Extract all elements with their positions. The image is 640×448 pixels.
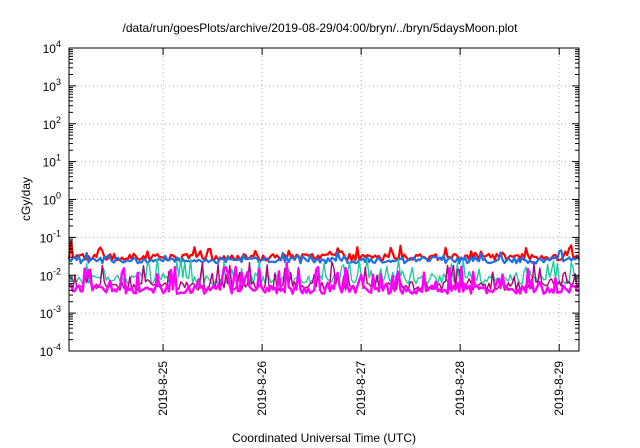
chart-title: /data/run/goesPlots/archive/2019-08-29/0… bbox=[123, 21, 519, 35]
series-line-5 bbox=[68, 261, 580, 295]
y-tick-label: 10-1 bbox=[40, 228, 61, 245]
y-tick-label: 100 bbox=[43, 191, 61, 208]
x-tick-label: 2019-8-28 bbox=[453, 361, 467, 416]
series-line-4 bbox=[68, 261, 580, 291]
y-tick-label: 103 bbox=[43, 77, 61, 94]
y-tick-label: 102 bbox=[43, 115, 61, 132]
y-tick-label: 10-2 bbox=[40, 266, 61, 283]
y-tick-label: 104 bbox=[43, 39, 61, 56]
y-tick-label: 10-3 bbox=[40, 304, 61, 321]
x-tick-label: 2019-8-26 bbox=[255, 361, 269, 416]
x-axis-label: Coordinated Universal Time (UTC) bbox=[232, 431, 416, 445]
x-tick-label: 2019-8-29 bbox=[552, 361, 566, 416]
series-group bbox=[67, 240, 580, 295]
x-axis: 2019-8-25 2019-8-26 2019-8-27 2019-8-28 2019… bbox=[156, 48, 566, 416]
series-line-2 bbox=[68, 249, 580, 265]
x-tick-label: 2019-8-25 bbox=[156, 361, 170, 416]
grid bbox=[69, 48, 579, 351]
y-tick-label: 101 bbox=[43, 153, 61, 170]
y-axis: 10-4 10-3 10-2 10-1 100 101 102 103 104 bbox=[40, 39, 579, 359]
y-axis-label: cGy/day bbox=[19, 177, 33, 221]
series-line-1 bbox=[67, 240, 580, 262]
y-tick-label: 10-4 bbox=[40, 342, 61, 359]
x-tick-label: 2019-8-27 bbox=[354, 361, 368, 416]
